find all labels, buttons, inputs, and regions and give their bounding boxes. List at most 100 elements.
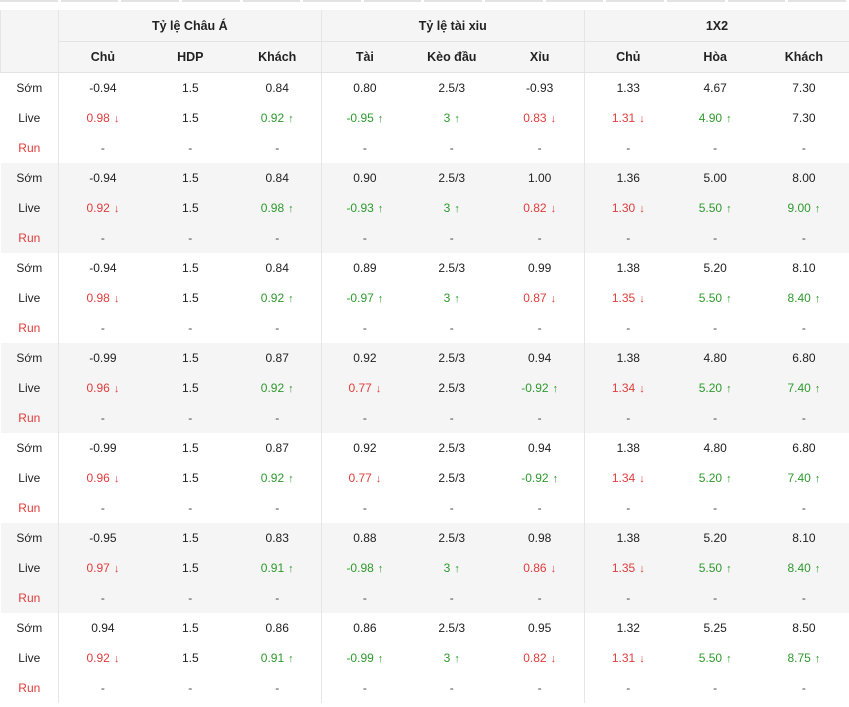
odds-value: 5.00: [703, 171, 727, 185]
down-arrow-icon: ↓: [550, 563, 557, 575]
odds-cell: 0.86: [320, 613, 409, 643]
odds-cell: 6.80: [759, 433, 849, 463]
up-arrow-icon: ↑: [288, 473, 294, 485]
odds-value: -: [713, 591, 718, 605]
col-header-under: Xỉu: [495, 41, 585, 73]
odds-value: 2.5/3: [438, 621, 466, 635]
odds-value: 8.40: [787, 561, 811, 575]
odds-value: -: [626, 141, 631, 155]
odds-cell: -: [58, 493, 147, 523]
odds-cell: -0.95 ↑: [320, 103, 409, 133]
odds-cell: -0.98 ↑: [320, 553, 409, 583]
row-label: Live: [18, 471, 41, 485]
up-arrow-icon: ↑: [288, 203, 294, 215]
odds-value: -: [275, 681, 280, 695]
odds-cell: 1.32: [583, 613, 672, 643]
odds-cell: -: [147, 493, 234, 523]
row-label: Sớm: [16, 81, 43, 95]
odds-value: -: [626, 591, 631, 605]
up-arrow-icon: ↑: [377, 293, 384, 305]
row-label: Live: [0, 373, 59, 403]
odds-cell: -0.97 ↑: [320, 283, 409, 313]
odds-cell: -: [146, 223, 234, 253]
odds-value: -: [188, 501, 193, 515]
odds-cell: 0.83 ↓: [495, 103, 584, 133]
odds-cell: 0.92 ↑: [234, 463, 321, 493]
odds-value: 1.38: [616, 351, 640, 365]
odds-value: 0.94: [527, 351, 552, 365]
odds-cell: 0.82 ↓: [495, 193, 585, 223]
odds-value: 0.86: [353, 621, 377, 635]
odds-value: 2.5/3: [438, 531, 466, 545]
odds-cell: -: [671, 583, 759, 613]
odds-cell: -: [233, 223, 322, 253]
down-arrow-icon: ↓: [113, 653, 120, 665]
odds-cell: 2.5/3: [408, 613, 495, 643]
odds-row: Run - - - - - - - - -: [1, 133, 849, 163]
odds-cell: -: [320, 133, 409, 163]
odds-cell: 1.5: [147, 283, 234, 313]
up-arrow-icon: ↑: [288, 383, 294, 395]
odds-value: -: [537, 321, 542, 335]
odds-value: -: [801, 231, 806, 245]
down-arrow-icon: ↓: [550, 203, 557, 215]
odds-value: -: [537, 681, 542, 695]
odds-cell: 0.86: [234, 613, 321, 643]
odds-value: 1.33: [616, 81, 640, 95]
col-header-line: Kèo đầu: [408, 41, 496, 73]
odds-cell: 1.35 ↓: [583, 553, 672, 583]
up-arrow-icon: ↑: [288, 293, 294, 305]
odds-cell: 0.92: [320, 433, 409, 463]
odds-value: -: [626, 231, 631, 245]
odds-value: 7.30: [792, 81, 816, 95]
down-arrow-icon: ↓: [639, 383, 645, 395]
odds-cell: 2.5/3: [408, 463, 495, 493]
down-arrow-icon: ↓: [375, 473, 382, 485]
odds-cell: 0.83: [233, 523, 322, 553]
odds-value: -: [188, 681, 193, 695]
odds-value: -: [100, 141, 105, 155]
odds-value: 1.5: [181, 261, 199, 275]
odds-cell: 5.25: [672, 613, 759, 643]
row-label: Live: [18, 291, 41, 305]
odds-value: 1.31: [611, 111, 636, 125]
odds-cell: 1.5: [147, 643, 234, 673]
odds-value: -: [626, 681, 631, 695]
up-arrow-icon: ↑: [726, 563, 732, 575]
odds-cell: 5.50 ↑: [671, 193, 759, 223]
odds-value: 0.96: [86, 381, 110, 395]
odds-value: 1.5: [181, 291, 199, 305]
odds-value: 0.92: [260, 471, 285, 485]
odds-cell: -: [234, 313, 321, 343]
down-arrow-icon: ↓: [113, 293, 120, 305]
odds-value: 2.5/3: [438, 171, 466, 185]
odds-cell: 0.88: [320, 523, 409, 553]
odds-value: -0.94: [89, 261, 117, 275]
odds-value: 0.91: [260, 651, 285, 665]
odds-value: -: [362, 501, 367, 515]
odds-value: 0.82: [523, 201, 547, 215]
odds-value: 1.5: [181, 531, 199, 545]
down-arrow-icon: ↓: [113, 563, 120, 575]
odds-value: 5.50: [698, 201, 723, 215]
odds-value: -: [537, 591, 542, 605]
odds-cell: -: [234, 493, 321, 523]
odds-value: 5.20: [703, 261, 727, 275]
odds-value: 2.5/3: [438, 351, 466, 365]
odds-cell: 0.98 ↓: [58, 103, 147, 133]
odds-cell: 0.98: [495, 523, 585, 553]
down-arrow-icon: ↓: [639, 113, 645, 125]
odds-cell: -: [408, 403, 496, 433]
odds-value: 0.77: [348, 471, 372, 485]
odds-value: -0.94: [89, 81, 117, 95]
odds-value: 8.75: [787, 651, 811, 665]
odds-value: 1.36: [616, 171, 640, 185]
odds-cell: 1.5: [147, 463, 234, 493]
odds-value: -: [188, 591, 193, 605]
odds-value: -: [188, 231, 193, 245]
odds-value: 1.5: [181, 441, 199, 455]
odds-cell: -: [495, 583, 585, 613]
odds-cell: 0.77 ↓: [320, 463, 409, 493]
odds-cell: 2.5/3: [408, 523, 496, 553]
down-arrow-icon: ↓: [550, 113, 557, 125]
